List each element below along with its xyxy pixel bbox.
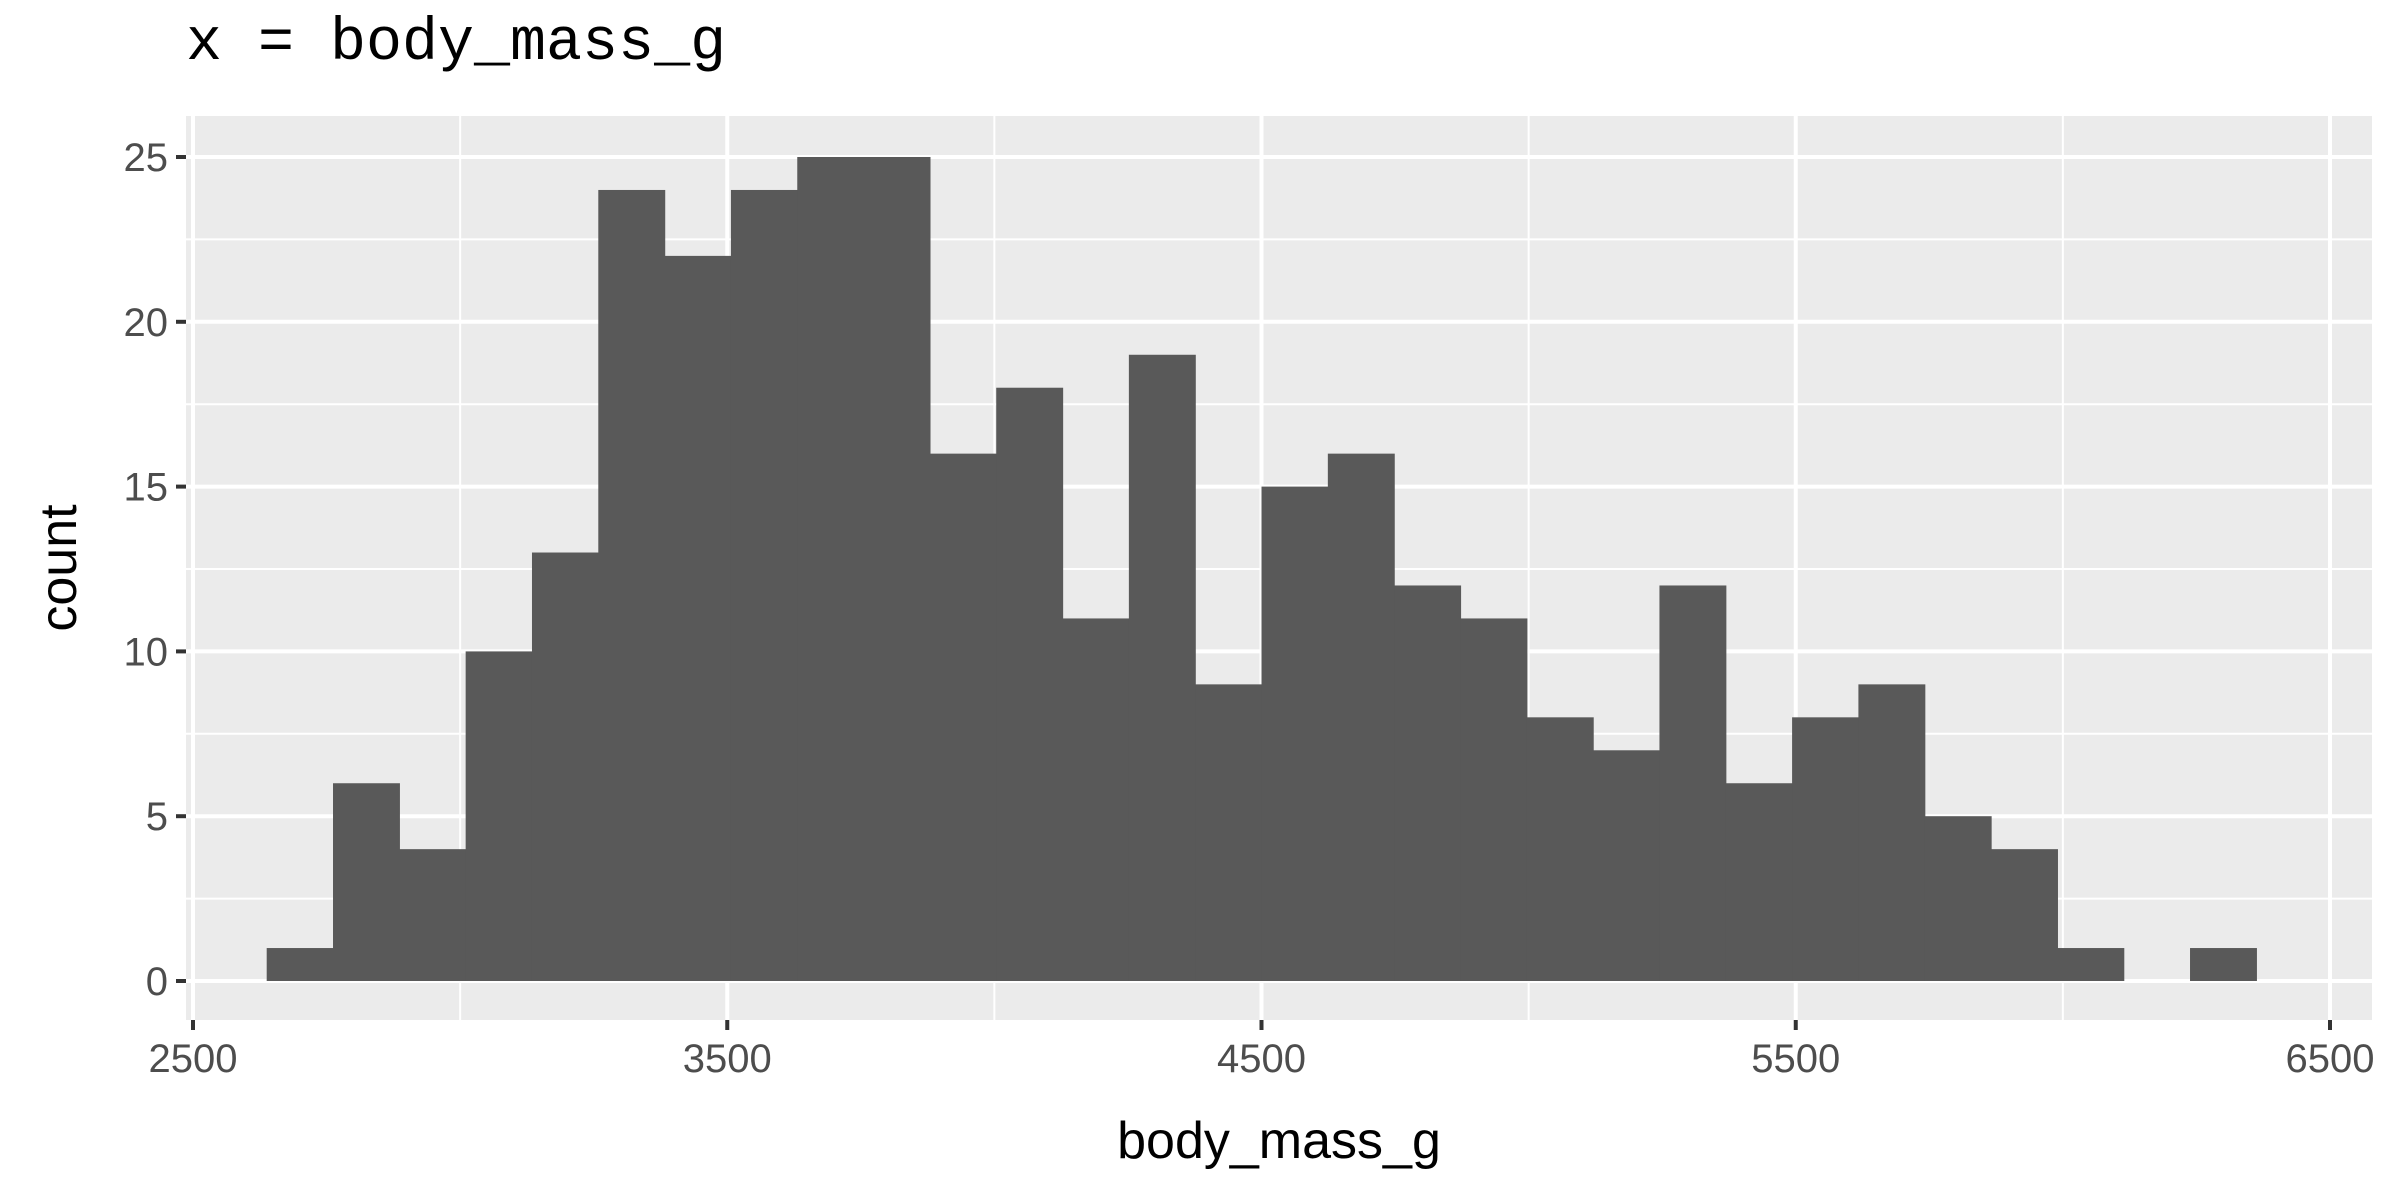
histogram-bar <box>2190 948 2257 981</box>
histogram-bar <box>2057 948 2125 981</box>
y-axis-title: count <box>30 504 88 632</box>
histogram-bar <box>1195 684 1263 981</box>
histogram-bar <box>1062 618 1130 981</box>
histogram-bar <box>1128 354 1196 981</box>
y-tick-label: 5 <box>146 795 168 839</box>
histogram-bar <box>730 189 798 981</box>
x-tick-label: 2500 <box>149 1037 238 1081</box>
histogram-bar <box>531 552 599 981</box>
histogram-bar <box>1261 486 1329 981</box>
y-tick-label: 20 <box>124 301 169 345</box>
histogram-bar <box>664 255 732 981</box>
x-tick-label: 4500 <box>1217 1037 1306 1081</box>
x-tick-label: 3500 <box>683 1037 772 1081</box>
histogram-bar <box>996 387 1064 982</box>
histogram-bar <box>1924 816 1992 981</box>
histogram-bar <box>1792 717 1860 981</box>
y-tick-label: 10 <box>124 630 169 674</box>
y-tick-label: 15 <box>124 466 169 510</box>
histogram-bar <box>929 453 997 981</box>
histogram-bar <box>399 849 467 981</box>
histogram-bar <box>1460 618 1528 981</box>
histogram-bar <box>1725 783 1793 981</box>
histogram-bar <box>465 651 533 981</box>
x-axis-ticks: 2500 3500 4500 5500 6500 <box>149 1020 2375 1081</box>
x-tick-label: 5500 <box>1751 1037 1840 1081</box>
y-tick-label: 0 <box>146 960 168 1004</box>
histogram-bar <box>1526 717 1594 981</box>
histogram-bar <box>1394 585 1462 981</box>
histogram-bar <box>1991 849 2058 981</box>
histogram-bar <box>1327 453 1395 981</box>
y-axis-ticks: 0 5 10 15 20 25 <box>124 136 186 1004</box>
x-tick-label: 6500 <box>2286 1037 2375 1081</box>
histogram-bar <box>797 157 865 981</box>
histogram-bar <box>266 948 334 981</box>
histogram-bar <box>1593 750 1661 981</box>
chart-title: x = body_mass_g <box>186 10 727 78</box>
histogram-bars <box>266 157 2257 982</box>
y-tick-label: 25 <box>124 136 169 180</box>
histogram-bar <box>1659 585 1727 981</box>
histogram-bar <box>333 783 400 981</box>
histogram-bar <box>1858 684 1926 981</box>
x-axis-title: body_mass_g <box>1117 1112 1441 1170</box>
histogram-bar <box>863 157 931 981</box>
histogram-bar <box>598 189 666 981</box>
